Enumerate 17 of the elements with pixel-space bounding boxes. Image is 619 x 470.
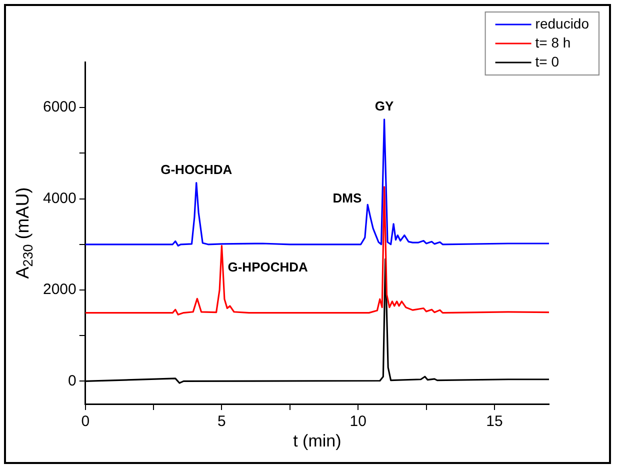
- annotation: DMS: [332, 190, 362, 206]
- annotation: G-HOCHDA: [160, 162, 233, 177]
- legend-label: reducido: [535, 15, 590, 32]
- annotation: G-HPOCHDA: [228, 259, 309, 274]
- annotation: GY: [374, 98, 394, 114]
- x-tick-label: 10: [350, 413, 366, 430]
- y-tick-label: 4000: [42, 190, 76, 207]
- y-tick-label: 0: [68, 372, 76, 390]
- x-tick-label: 15: [486, 413, 503, 430]
- legend-label: t= 8 h: [535, 34, 571, 50]
- y-tick-label: 2000: [42, 281, 76, 298]
- y-tick-label: 6000: [42, 98, 76, 116]
- y-axis-title: A230 (mAU): [12, 187, 36, 279]
- x-axis-title: t (min): [293, 432, 342, 451]
- legend-label: t= 0: [535, 53, 560, 70]
- x-tick-label: 0: [81, 413, 90, 430]
- x-tick-label: 5: [218, 413, 226, 430]
